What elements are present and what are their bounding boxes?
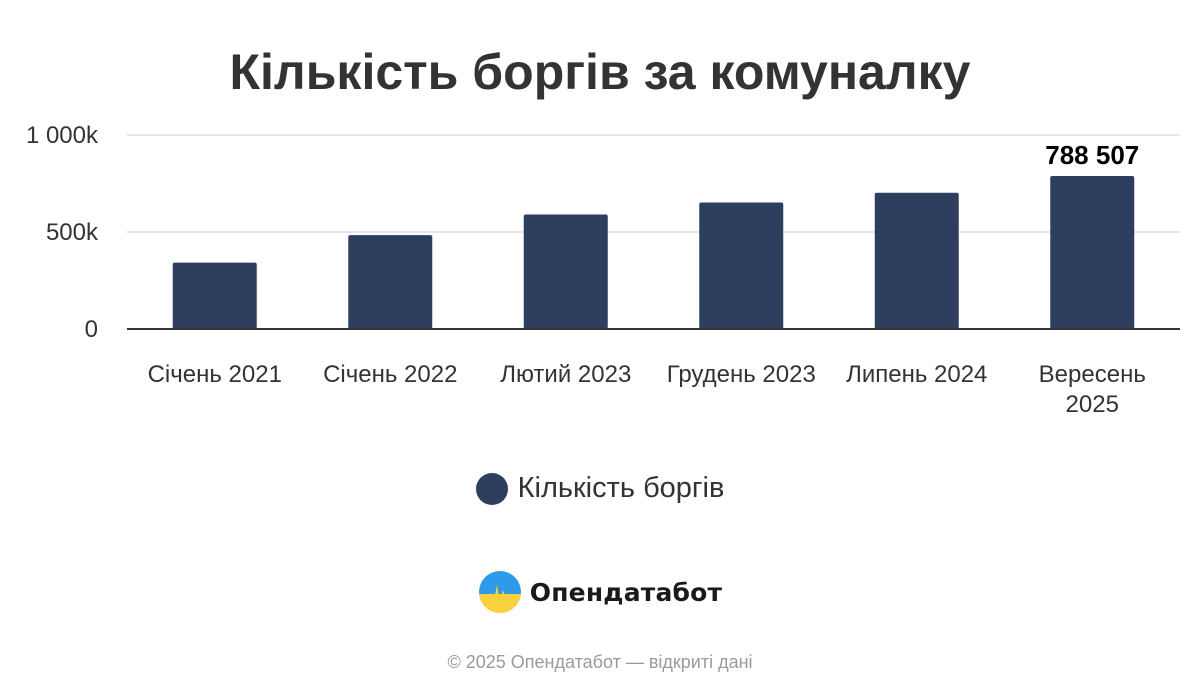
- legend[interactable]: Кількість боргів: [0, 472, 1200, 505]
- x-tick-label: Січень 2021: [148, 361, 282, 388]
- bars: [172, 176, 1135, 329]
- bar-chart: 0 500k 1 000k Січень 2021 Січень 2022 Лютий …: [26, 122, 1180, 418]
- bar[interactable]: [348, 235, 433, 329]
- data-labels: 788 507: [1045, 140, 1139, 170]
- data-label: 788 507: [1045, 140, 1139, 170]
- y-tick-label: 500k: [46, 219, 99, 246]
- bar[interactable]: [1050, 176, 1135, 329]
- y-axis-tick-labels: 0 500k 1 000k: [26, 122, 99, 343]
- chart-title: Кількість боргів за комуналку: [229, 44, 971, 100]
- x-tick-label: Вересень 2025: [1039, 361, 1146, 418]
- x-tick-label: Січень 2022: [323, 361, 457, 388]
- bar[interactable]: [874, 192, 959, 329]
- x-tick-label: Лютий 2023: [500, 361, 631, 388]
- opendatabot-logo-icon: [478, 570, 522, 614]
- bar[interactable]: [172, 262, 257, 329]
- gridlines: [127, 134, 1180, 233]
- x-axis-tick-labels: Січень 2021 Січень 2022 Лютий 2023 Грудень …: [148, 361, 1146, 418]
- brand: Опендатабот: [0, 570, 1200, 614]
- bar[interactable]: [699, 202, 784, 329]
- footer-copyright: © 2025 Опендатабот — відкриті дані: [447, 652, 753, 672]
- legend-label: Кількість боргів: [517, 472, 725, 504]
- y-tick-label: 1 000k: [26, 122, 99, 149]
- x-tick-label: Липень 2024: [846, 361, 987, 388]
- legend-marker-icon: [475, 472, 508, 505]
- brand-name: Опендатабот: [529, 577, 723, 607]
- y-tick-label: 0: [85, 316, 98, 343]
- x-tick-label: Грудень 2023: [667, 361, 816, 388]
- bar[interactable]: [523, 214, 608, 329]
